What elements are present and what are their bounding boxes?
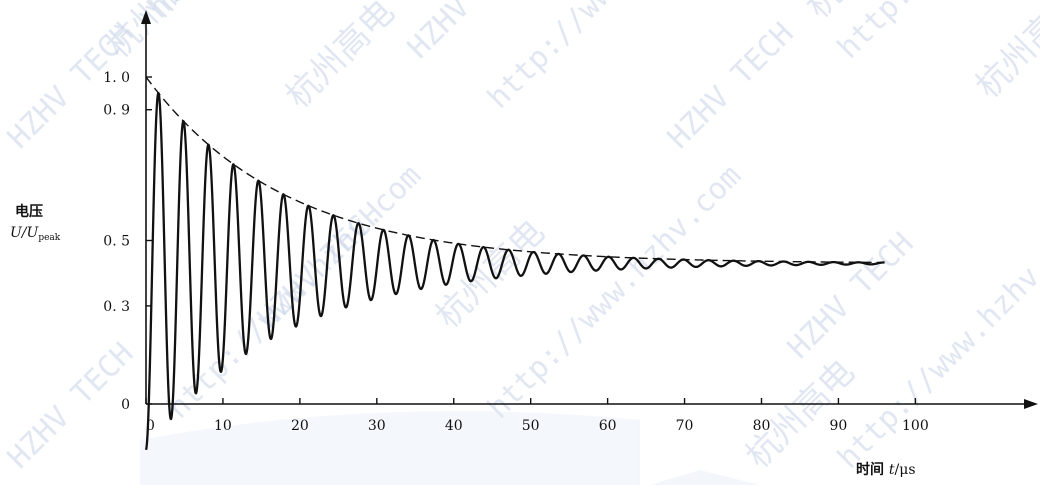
x-tick-label: 90 bbox=[830, 418, 848, 434]
x-tick-label: 80 bbox=[753, 418, 771, 434]
y-tick-label: 0. 9 bbox=[103, 103, 130, 119]
x-axis-label-prefix: 时间 bbox=[856, 461, 889, 478]
x-tick-label: 100 bbox=[902, 418, 929, 434]
y-axis-label-line1: 电压 bbox=[15, 203, 43, 220]
y-tick-label: 0 bbox=[121, 397, 130, 413]
watermark-text: http://www.hzhv.com bbox=[481, 158, 748, 425]
series-envelope-dashed bbox=[145, 76, 885, 264]
watermark-text: HZHV TECH bbox=[1, 336, 141, 476]
x-tick-label: 60 bbox=[599, 418, 617, 434]
y-tick-label: 0. 5 bbox=[103, 234, 130, 250]
y-tick-label: 1. 0 bbox=[103, 70, 130, 86]
watermark-text: HZHV TECH bbox=[661, 16, 801, 156]
x-axis-label: 时间 t/μs bbox=[856, 461, 916, 478]
x-tick-label: 50 bbox=[522, 418, 540, 434]
x-tick-label: 10 bbox=[214, 418, 232, 434]
x-tick-label: 30 bbox=[368, 418, 386, 434]
watermark-text: HZHV TECH bbox=[781, 226, 921, 366]
y-axis-label-var: U/U bbox=[10, 225, 40, 241]
watermark-text: 杭州高电 bbox=[428, 212, 552, 336]
series-damped-oscillation bbox=[144, 91, 886, 451]
x-axis-label-unit: /μs bbox=[895, 462, 916, 478]
y-tick-label: 0. 3 bbox=[103, 299, 130, 315]
watermark-text: 杭州高电 bbox=[968, 0, 1040, 106]
axes bbox=[141, 10, 1038, 409]
watermark-text: http://www.hzhv.com bbox=[831, 208, 1040, 475]
watermark-logo bbox=[140, 411, 760, 485]
x-tick-label: 40 bbox=[445, 418, 463, 434]
y-axis-arrow-icon bbox=[141, 10, 151, 24]
x-tick-label: 0 bbox=[146, 418, 155, 434]
x-axis-label-var: t bbox=[889, 462, 895, 478]
x-axis-arrow-icon bbox=[1024, 399, 1038, 409]
x-tick-label: 20 bbox=[291, 418, 309, 434]
y-axis-label-sub: peak bbox=[38, 233, 60, 243]
x-tick-label: 70 bbox=[676, 418, 694, 434]
y-axis-label-line2: U/Upeak bbox=[10, 225, 61, 243]
watermark-text: 杭州高电 bbox=[278, 0, 402, 116]
y-ticks: 0 0. 3 0. 5 0. 9 1. 0 bbox=[103, 70, 152, 413]
x-ticks: 0 10 20 30 40 50 60 70 80 90 100 bbox=[145, 398, 929, 434]
